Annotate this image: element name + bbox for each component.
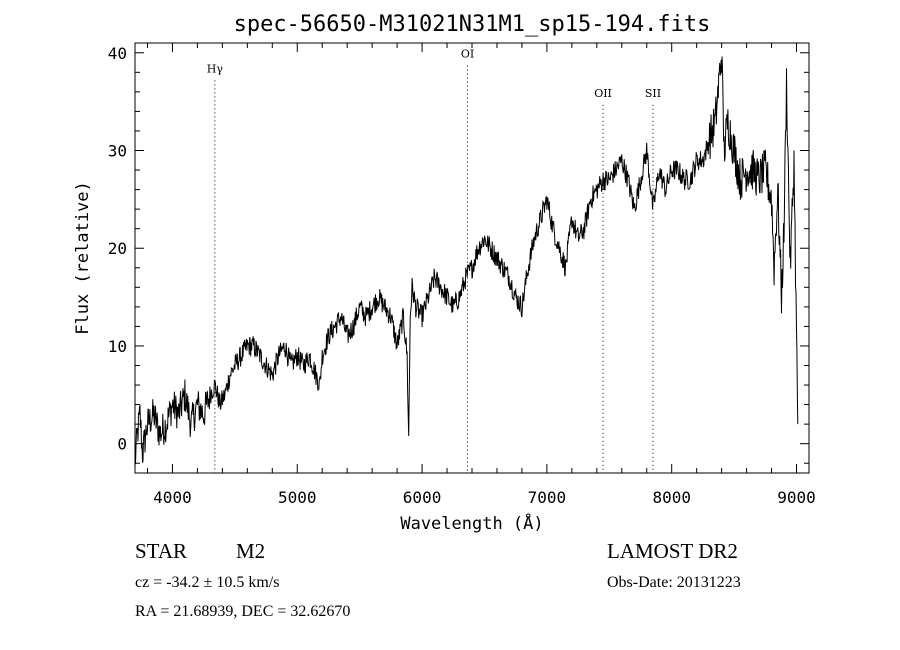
redshift-line: cz = -34.2 ± 10.5 km/s <box>135 574 280 591</box>
line-marker-label: Hγ <box>207 62 224 75</box>
y-tick-label: 10 <box>108 337 127 356</box>
line-marker-label: OII <box>594 87 612 100</box>
obs-date-line: Obs-Date: 20131223 <box>607 574 741 591</box>
y-tick-labels: 0 10 20 30 40 <box>108 44 127 454</box>
x-tick-label: 6000 <box>403 488 442 507</box>
x-tick-label: 7000 <box>528 488 567 507</box>
y-tick-label: 20 <box>108 239 127 258</box>
line-marker-label: OI <box>461 48 474 61</box>
y-axis-label: Flux (relative) <box>73 181 93 335</box>
spectrum-line <box>134 56 799 465</box>
x-tick-label: 4000 <box>153 488 192 507</box>
x-tick-label: 5000 <box>278 488 317 507</box>
axis-ticks <box>135 43 809 473</box>
x-tick-labels: 4000 5000 6000 7000 8000 9000 <box>153 488 816 507</box>
plot-frame <box>134 42 810 474</box>
subclass-label: M2 <box>236 539 266 563</box>
line-markers: Hγ OI OII SII <box>207 48 661 473</box>
y-tick-label: 0 <box>117 435 127 454</box>
survey-label: LAMOST DR2 <box>607 539 738 563</box>
chart-title: spec-56650-M31021N31M1_sp15-194.fits <box>234 12 711 37</box>
y-tick-label: 40 <box>108 44 127 63</box>
x-tick-label: 9000 <box>777 488 816 507</box>
object-label: STAR <box>135 539 187 563</box>
radec-line: RA = 21.68939, DEC = 32.62670 <box>135 603 351 620</box>
y-tick-label: 30 <box>108 142 127 161</box>
x-axis-label: Wavelength (Å) <box>400 512 543 534</box>
x-tick-label: 8000 <box>652 488 691 507</box>
line-marker-label: SII <box>645 87 661 100</box>
